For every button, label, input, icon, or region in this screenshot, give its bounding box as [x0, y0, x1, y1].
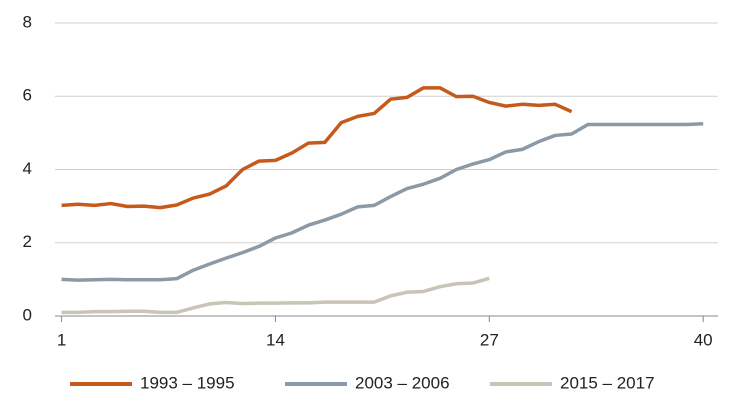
series-line — [61, 121, 704, 282]
legend-label: 2015 – 2017 — [560, 373, 655, 392]
x-tick-label: 1 — [57, 330, 66, 349]
x-tick-label: 40 — [694, 330, 713, 349]
x-tick-label: 27 — [480, 330, 499, 349]
y-tick-label: 2 — [23, 232, 32, 251]
y-tick-label: 4 — [23, 159, 32, 178]
x-tick-label: 14 — [266, 330, 285, 349]
y-tick-label: 0 — [23, 305, 32, 324]
y-tick-label: 8 — [23, 12, 32, 31]
series-line — [61, 276, 490, 315]
series-line — [61, 86, 573, 210]
legend-label: 2003 – 2006 — [355, 373, 450, 392]
y-tick-label: 6 — [23, 86, 32, 105]
legend-label: 1993 – 1995 — [140, 373, 235, 392]
